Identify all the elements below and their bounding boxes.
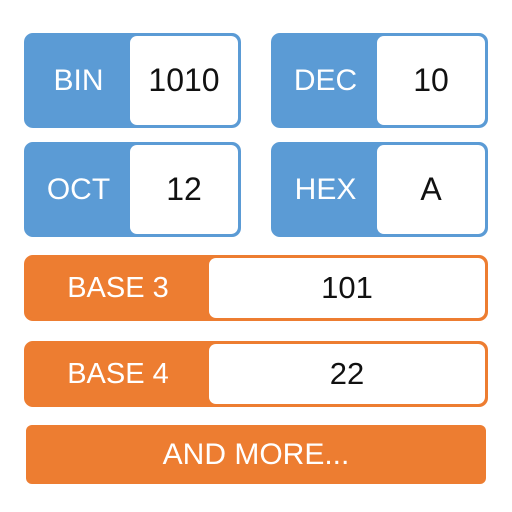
dec-value[interactable]: 10 [377, 36, 485, 125]
base4-label: BASE 4 [27, 344, 209, 404]
base4-field: BASE 4 22 [24, 341, 488, 407]
bin-value[interactable]: 1010 [130, 36, 238, 125]
hex-field: HEX A [271, 142, 488, 237]
base3-value[interactable]: 101 [209, 258, 485, 318]
and-more-button[interactable]: AND MORE... [26, 425, 486, 484]
hex-label: HEX [274, 145, 377, 234]
oct-value[interactable]: 12 [130, 145, 238, 234]
base4-value[interactable]: 22 [209, 344, 485, 404]
bin-label: BIN [27, 36, 130, 125]
base3-label: BASE 3 [27, 258, 209, 318]
bin-field: BIN 1010 [24, 33, 241, 128]
oct-field: OCT 12 [24, 142, 241, 237]
oct-label: OCT [27, 145, 130, 234]
dec-field: DEC 10 [271, 33, 488, 128]
dec-label: DEC [274, 36, 377, 125]
base3-field: BASE 3 101 [24, 255, 488, 321]
hex-value[interactable]: A [377, 145, 485, 234]
